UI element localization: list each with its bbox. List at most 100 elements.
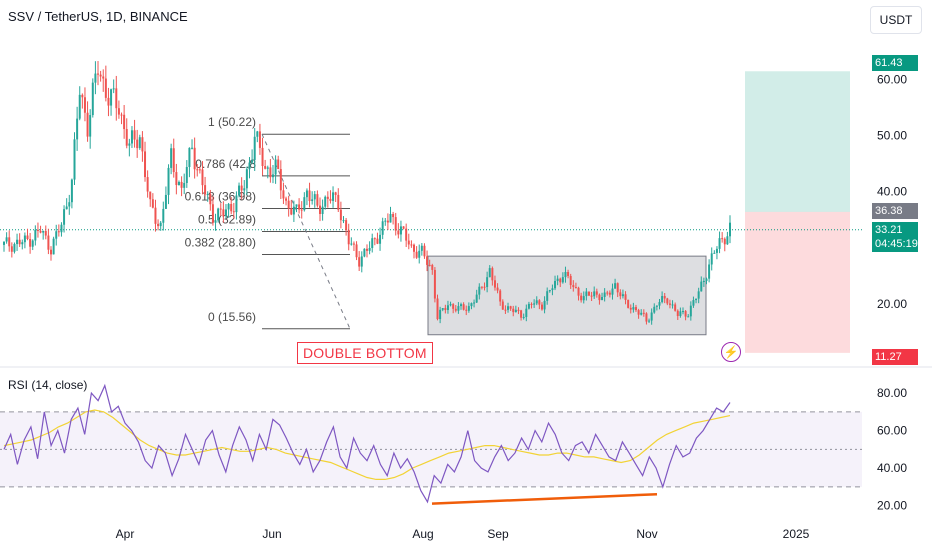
candle-body	[452, 304, 455, 309]
candle-body	[674, 304, 677, 311]
candle-body	[18, 239, 21, 245]
candle-body	[16, 239, 19, 245]
candle-body	[457, 306, 460, 311]
candle-body	[525, 308, 528, 317]
candle-body	[512, 308, 515, 313]
candle-body	[439, 309, 442, 320]
candle-body	[587, 291, 590, 296]
rsi-title[interactable]: RSI (14, close)	[8, 378, 88, 392]
candle-body	[342, 220, 345, 222]
candle-body	[133, 130, 136, 140]
candle-body	[125, 129, 128, 146]
candle-body	[81, 94, 84, 98]
candle-body	[183, 183, 186, 188]
candle-body	[405, 228, 408, 241]
candle-body	[684, 311, 687, 317]
candle-body	[517, 309, 520, 311]
candle-body	[614, 283, 617, 289]
candle-body	[483, 286, 486, 288]
candle-body	[130, 130, 133, 144]
candle-body	[624, 294, 627, 300]
candle-body	[431, 265, 434, 270]
candle-body	[446, 305, 449, 311]
candle-body	[363, 248, 366, 257]
candle-body	[585, 291, 588, 297]
candle-body	[718, 238, 721, 249]
candle-body	[63, 209, 66, 225]
candle-body	[83, 97, 86, 113]
candle-body	[107, 97, 110, 106]
candle-body	[151, 199, 154, 208]
candle-body	[170, 148, 173, 168]
candle-body	[386, 220, 389, 223]
candle-body	[355, 244, 358, 258]
candle-body	[426, 256, 429, 265]
currency-button[interactable]: USDT	[870, 6, 922, 34]
candle-body	[428, 264, 431, 266]
candle-body	[10, 246, 13, 252]
candle-body	[491, 268, 494, 281]
candle-body	[70, 179, 73, 203]
candle-body	[603, 292, 606, 297]
candle-body	[598, 294, 601, 301]
candle-body	[76, 118, 79, 140]
candle-body	[415, 251, 418, 258]
price-tick-label: 50.00	[877, 128, 907, 142]
candle-body	[303, 197, 306, 211]
candle-body	[397, 230, 400, 235]
candle-body	[475, 294, 478, 303]
candle-body	[708, 264, 711, 279]
candle-body	[261, 147, 264, 167]
candle-body	[149, 191, 152, 200]
candle-body	[399, 226, 402, 235]
candle-body	[141, 137, 144, 152]
candle-body	[538, 300, 541, 305]
candle-body	[715, 248, 718, 253]
candle-body	[146, 177, 149, 192]
fib-level-label: 0.786 (42.8	[195, 157, 256, 171]
candle-body	[60, 224, 63, 233]
candle-body	[287, 200, 290, 209]
candle-body	[368, 248, 371, 251]
candle-body	[535, 300, 538, 304]
candle-body	[681, 311, 684, 313]
candle-body	[376, 238, 379, 244]
candle-body	[564, 272, 567, 278]
candle-body	[110, 89, 113, 106]
candle-body	[713, 252, 716, 254]
candle-body	[282, 190, 285, 199]
candle-body	[379, 234, 382, 244]
candle-body	[243, 188, 246, 191]
candle-body	[460, 304, 463, 307]
candle-body	[274, 159, 277, 175]
symbol-title[interactable]: SSV / TetherUS, 1D, BINANCE	[8, 9, 188, 24]
candle-body	[31, 240, 34, 247]
x-tick-label: 2025	[783, 527, 810, 541]
candle-body	[449, 304, 452, 306]
fib-level-label: 0 (15.56)	[208, 310, 256, 324]
price-tick-label: 40.00	[877, 185, 907, 199]
candle-body	[488, 268, 491, 278]
candle-body	[321, 206, 324, 214]
candle-body	[710, 253, 713, 265]
candle-body	[606, 292, 609, 294]
lightning-icon[interactable]: ⚡	[721, 342, 741, 362]
candle-body	[645, 313, 648, 322]
candle-body	[514, 309, 517, 313]
price-tick-label: 20.00	[877, 297, 907, 311]
candle-body	[42, 230, 45, 233]
rsi-tick-label: 40.00	[877, 461, 907, 475]
candle-body	[467, 306, 470, 311]
candle-body	[561, 277, 564, 283]
double-bottom-label: DOUBLE BOTTOM	[297, 342, 433, 364]
last-price-tag: 33.21	[872, 222, 918, 238]
x-tick-label: Apr	[116, 527, 135, 541]
candle-body	[410, 244, 413, 246]
candle-body	[721, 238, 724, 240]
candle-body	[298, 204, 301, 210]
candle-body	[65, 206, 68, 210]
stop-price-tag: 11.27	[872, 349, 918, 365]
candle-body	[548, 290, 551, 292]
candle-body	[493, 280, 496, 288]
